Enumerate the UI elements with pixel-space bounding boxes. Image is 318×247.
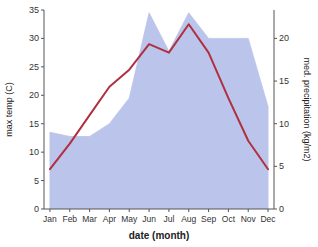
y-tick <box>41 209 44 210</box>
axes: 0 5 10 15 20 25 30 35 0 5 10 15 20 Jan Feb Mar Apr May Jun… <box>29 5 289 224</box>
y2-axis-title: med. precipitation (kg/m2) <box>302 57 312 161</box>
x-tick-label: Feb <box>62 214 77 224</box>
x-tick-label: Sep <box>201 214 216 224</box>
y2-tick <box>274 166 277 167</box>
y-tick <box>41 10 44 11</box>
x-tick <box>109 209 110 212</box>
x-axis-title: date (month) <box>129 230 190 241</box>
x-tick-label: Jul <box>163 214 174 224</box>
y2-tick-label: 5 <box>279 161 284 171</box>
y2-tick <box>274 81 277 82</box>
y2-tick-label: 10 <box>279 119 289 129</box>
x-tick <box>168 209 169 212</box>
y2-tick-label: 20 <box>279 33 289 43</box>
y-tick <box>41 152 44 153</box>
x-tick <box>208 209 209 212</box>
x-tick <box>268 209 269 212</box>
y-tick-label: 15 <box>29 119 39 129</box>
y-tick-label: 10 <box>29 147 39 157</box>
line <box>50 24 268 169</box>
x-tick <box>129 209 130 212</box>
x-tick-label: Aug <box>181 214 196 224</box>
chart-container: 0 5 10 15 20 25 30 35 0 5 10 15 20 Jan Feb Mar Apr May Jun… <box>0 0 318 247</box>
y-tick-label: 20 <box>29 90 39 100</box>
x-tick <box>188 209 189 212</box>
y-tick <box>41 180 44 181</box>
x-tick-label: Mar <box>82 214 97 224</box>
y-tick-label: 0 <box>34 204 39 214</box>
x-tick-label: May <box>121 214 138 224</box>
area <box>50 13 268 209</box>
chart-svg: 0 5 10 15 20 25 30 35 0 5 10 15 20 Jan Feb Mar Apr May Jun… <box>0 0 318 247</box>
y-tick <box>41 123 44 124</box>
y-tick <box>41 66 44 67</box>
plot-marks <box>50 13 268 209</box>
x-tick-label: Dec <box>260 214 276 224</box>
y-tick-label: 30 <box>29 33 39 43</box>
x-tick <box>89 209 90 212</box>
x-tick-label: Jun <box>142 214 156 224</box>
y-axis-title: max temp (C) <box>4 82 14 137</box>
x-tick <box>49 209 50 212</box>
y2-tick <box>274 209 277 210</box>
y2-tick <box>274 38 277 39</box>
y-tick <box>41 38 44 39</box>
x-tick-label: Nov <box>241 214 257 224</box>
y2-tick-label: 15 <box>279 76 289 86</box>
y2-tick-label: 0 <box>279 204 284 214</box>
x-tick-label: Apr <box>103 214 116 224</box>
y-tick-label: 5 <box>34 176 39 186</box>
x-axis-line <box>44 209 274 210</box>
y-tick-label: 35 <box>29 5 39 15</box>
y-tick <box>41 95 44 96</box>
x-tick-label: Jan <box>43 214 57 224</box>
y-tick-label: 25 <box>29 62 39 72</box>
x-tick <box>248 209 249 212</box>
y-axis-line <box>44 10 45 209</box>
x-tick <box>228 209 229 212</box>
x-tick <box>69 209 70 212</box>
y2-axis-line <box>274 10 275 209</box>
y2-tick <box>274 123 277 124</box>
x-tick <box>149 209 150 212</box>
x-tick-label: Oct <box>222 214 236 224</box>
